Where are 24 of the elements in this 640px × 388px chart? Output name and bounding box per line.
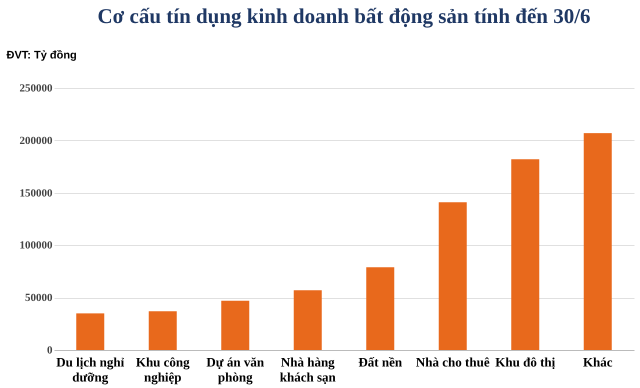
y-axis-title: ĐVT: Tỷ đồng xyxy=(6,50,77,62)
y-tick-label: 250000 xyxy=(20,82,53,94)
chart-title: Cơ cấu tín dụng kinh doanh bất động sản tính đến 30/6 xyxy=(97,4,591,28)
x-tick-label: Nhà cho thuê xyxy=(416,354,490,370)
bar xyxy=(294,290,322,350)
y-tick-label: 50000 xyxy=(25,292,53,304)
y-tick-label: 100000 xyxy=(20,240,53,252)
y-tick-label: 200000 xyxy=(20,134,53,147)
bar xyxy=(511,159,540,350)
x-tick-label: Nhà hàng khách sạn xyxy=(280,354,337,384)
x-tick-label: Du lịch nghỉ dưỡng xyxy=(56,354,125,384)
bar xyxy=(438,202,467,350)
bar xyxy=(584,133,612,350)
bar xyxy=(221,300,250,350)
x-tick-label: Dự án văn phòng xyxy=(206,354,265,384)
bar xyxy=(366,267,394,350)
bar xyxy=(148,311,177,350)
y-tick-label: 0 xyxy=(47,344,53,356)
bar xyxy=(76,313,104,350)
x-tick-label: Khu đô thị xyxy=(495,354,556,370)
x-tick-label: Đất nền xyxy=(358,354,403,370)
x-tick-label: Khu công nghiệp xyxy=(136,354,190,384)
x-tick-label: Khác xyxy=(582,354,613,370)
y-tick-label: 150000 xyxy=(20,187,53,200)
